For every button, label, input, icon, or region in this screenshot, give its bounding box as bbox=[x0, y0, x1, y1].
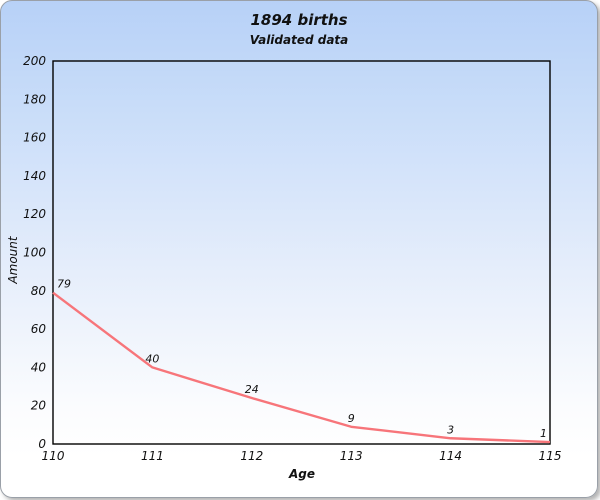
chart-subtitle: Validated data bbox=[249, 33, 349, 47]
plot-border bbox=[52, 60, 551, 445]
y-tick-label: 100 bbox=[23, 246, 46, 260]
x-axis-title: Age bbox=[288, 467, 315, 481]
y-tick-label: 40 bbox=[31, 360, 47, 374]
chart-title: 1894 births bbox=[250, 11, 348, 29]
point-label: 79 bbox=[57, 278, 71, 291]
point-label: 40 bbox=[145, 352, 159, 365]
x-tick-label: 114 bbox=[439, 449, 462, 463]
y-tick-label: 20 bbox=[31, 399, 47, 413]
y-tick-label: 180 bbox=[23, 92, 46, 106]
point-label: 3 bbox=[447, 423, 454, 436]
y-tick-label: 200 bbox=[23, 54, 46, 68]
y-tick-label: 0 bbox=[38, 437, 46, 451]
point-label: 9 bbox=[348, 412, 355, 425]
x-tick-label: 113 bbox=[340, 449, 363, 463]
x-tick-label: 111 bbox=[141, 449, 164, 463]
y-tick-label: 60 bbox=[31, 322, 47, 336]
y-tick-label: 120 bbox=[23, 207, 46, 221]
y-tick-label: 160 bbox=[23, 131, 46, 145]
point-label: 24 bbox=[245, 383, 259, 396]
y-tick-label: 140 bbox=[23, 169, 46, 183]
x-tick-label: 112 bbox=[240, 449, 263, 463]
point-label: 1 bbox=[540, 427, 547, 440]
x-tick-label: 110 bbox=[42, 449, 65, 463]
data-line bbox=[52, 291, 551, 444]
y-tick-label: 80 bbox=[31, 284, 47, 298]
x-tick-label: 115 bbox=[539, 449, 562, 463]
